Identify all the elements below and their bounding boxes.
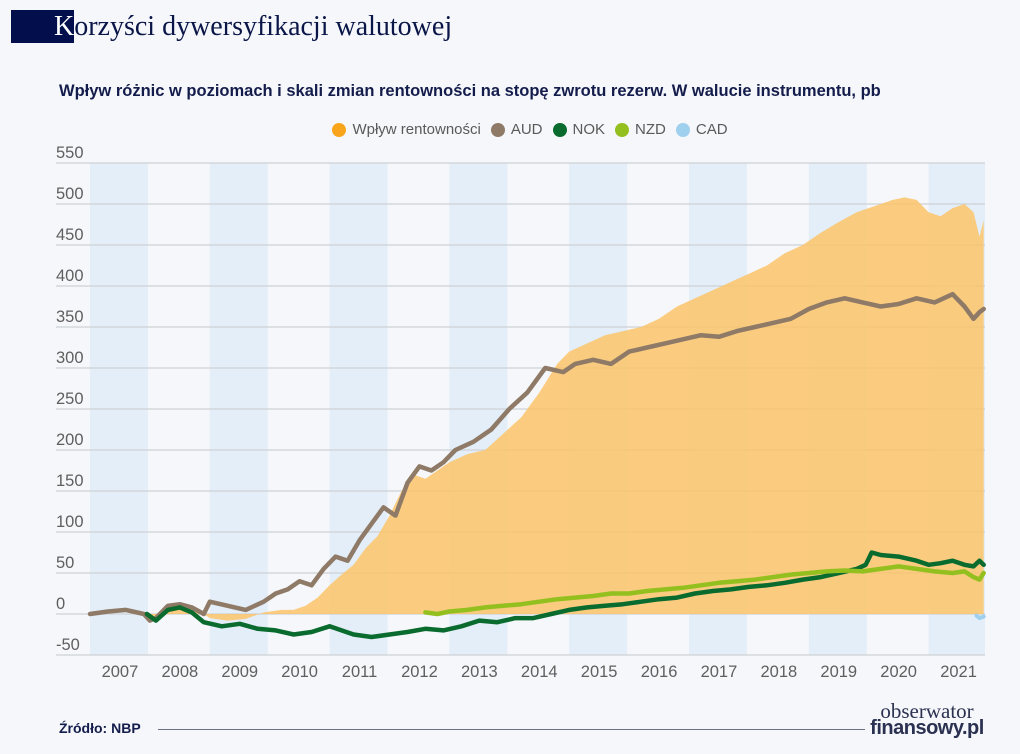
title-block: Korzyści dywersyfikacji walutowej bbox=[11, 10, 452, 43]
legend-item: NZD bbox=[615, 121, 666, 138]
legend-item: Wpływ rentowności bbox=[332, 121, 481, 138]
legend-item: CAD bbox=[675, 121, 728, 138]
footer-divider bbox=[158, 729, 865, 730]
line-cad bbox=[974, 613, 986, 621]
y-tick-label: 200 bbox=[56, 431, 84, 449]
logo[interactable]: obserwator finansowy.pl bbox=[868, 699, 986, 739]
x-tick-label: 2015 bbox=[581, 663, 618, 681]
legend-marker-icon bbox=[332, 122, 347, 137]
y-tick-label: 50 bbox=[56, 554, 74, 572]
x-tick-label: 2017 bbox=[701, 663, 738, 681]
y-tick-label: 150 bbox=[56, 472, 84, 490]
series-group bbox=[87, 197, 986, 640]
x-tick-label: 2010 bbox=[281, 663, 318, 681]
source-label: Źródło: NBP bbox=[59, 720, 141, 736]
y-tick-label: 400 bbox=[56, 267, 84, 285]
legend-label: Wpływ rentowności bbox=[352, 121, 481, 138]
y-tick-label: 100 bbox=[56, 513, 84, 531]
x-tick-label: 2012 bbox=[401, 663, 438, 681]
logo-line-2: finansowy.pl bbox=[870, 717, 984, 739]
y-tick-label: 0 bbox=[56, 595, 65, 613]
y-tick-label: -50 bbox=[56, 636, 80, 654]
y-tick-label: 250 bbox=[56, 390, 84, 408]
x-tick-label: 2019 bbox=[820, 663, 857, 681]
y-tick-label: 550 bbox=[56, 144, 84, 162]
x-tick-label: 2018 bbox=[760, 663, 797, 681]
x-tick-label: 2007 bbox=[102, 663, 139, 681]
x-tick-label: 2020 bbox=[880, 663, 917, 681]
chart-title: Wpływ różnic w poziomach i skali zmian r… bbox=[59, 82, 881, 100]
y-tick-label: 500 bbox=[56, 185, 84, 203]
logo-line-1: obserwator bbox=[880, 699, 974, 723]
legend-marker-icon bbox=[490, 122, 505, 137]
title-accent-box bbox=[11, 10, 74, 43]
y-tick-label: 350 bbox=[56, 308, 84, 326]
legend-item: NOK bbox=[552, 121, 606, 138]
title-rest: orzyści dywersyfikacji walutowej bbox=[74, 10, 453, 42]
y-tick-label: 450 bbox=[56, 226, 84, 244]
title-first-letter: K bbox=[54, 10, 75, 42]
line-nzd bbox=[423, 564, 986, 617]
legend-marker-icon bbox=[675, 122, 690, 137]
legend-label: NZD bbox=[635, 121, 666, 138]
page-title: Korzyści dywersyfikacji walutowej bbox=[54, 11, 452, 43]
legend-label: CAD bbox=[695, 121, 728, 138]
x-axis-ticks: 2007 2008 2009 2010 2011 2012 2013 2014 2015 2016… bbox=[102, 663, 977, 681]
x-tick-label: 2008 bbox=[161, 663, 198, 681]
x-tick-label: 2013 bbox=[461, 663, 498, 681]
legend-item: AUD bbox=[490, 121, 543, 138]
x-tick-label: 2014 bbox=[521, 663, 558, 681]
y-tick-label: 300 bbox=[56, 349, 84, 367]
x-tick-label: 2011 bbox=[342, 663, 377, 681]
chart-legend: Wpływ rentowności AUD NOK NZD CAD bbox=[20, 121, 1020, 138]
legend-label: AUD bbox=[510, 121, 543, 138]
line-nok bbox=[144, 550, 986, 640]
area-wp-yw-rentowno-ci bbox=[90, 197, 984, 621]
legend-label: NOK bbox=[572, 121, 606, 138]
x-tick-label: 2021 bbox=[940, 663, 977, 681]
line-aud bbox=[87, 291, 986, 623]
x-tick-label: 2016 bbox=[641, 663, 678, 681]
legend-marker-icon bbox=[552, 122, 567, 137]
x-tick-label: 2009 bbox=[221, 663, 258, 681]
legend-marker-icon bbox=[615, 122, 630, 137]
